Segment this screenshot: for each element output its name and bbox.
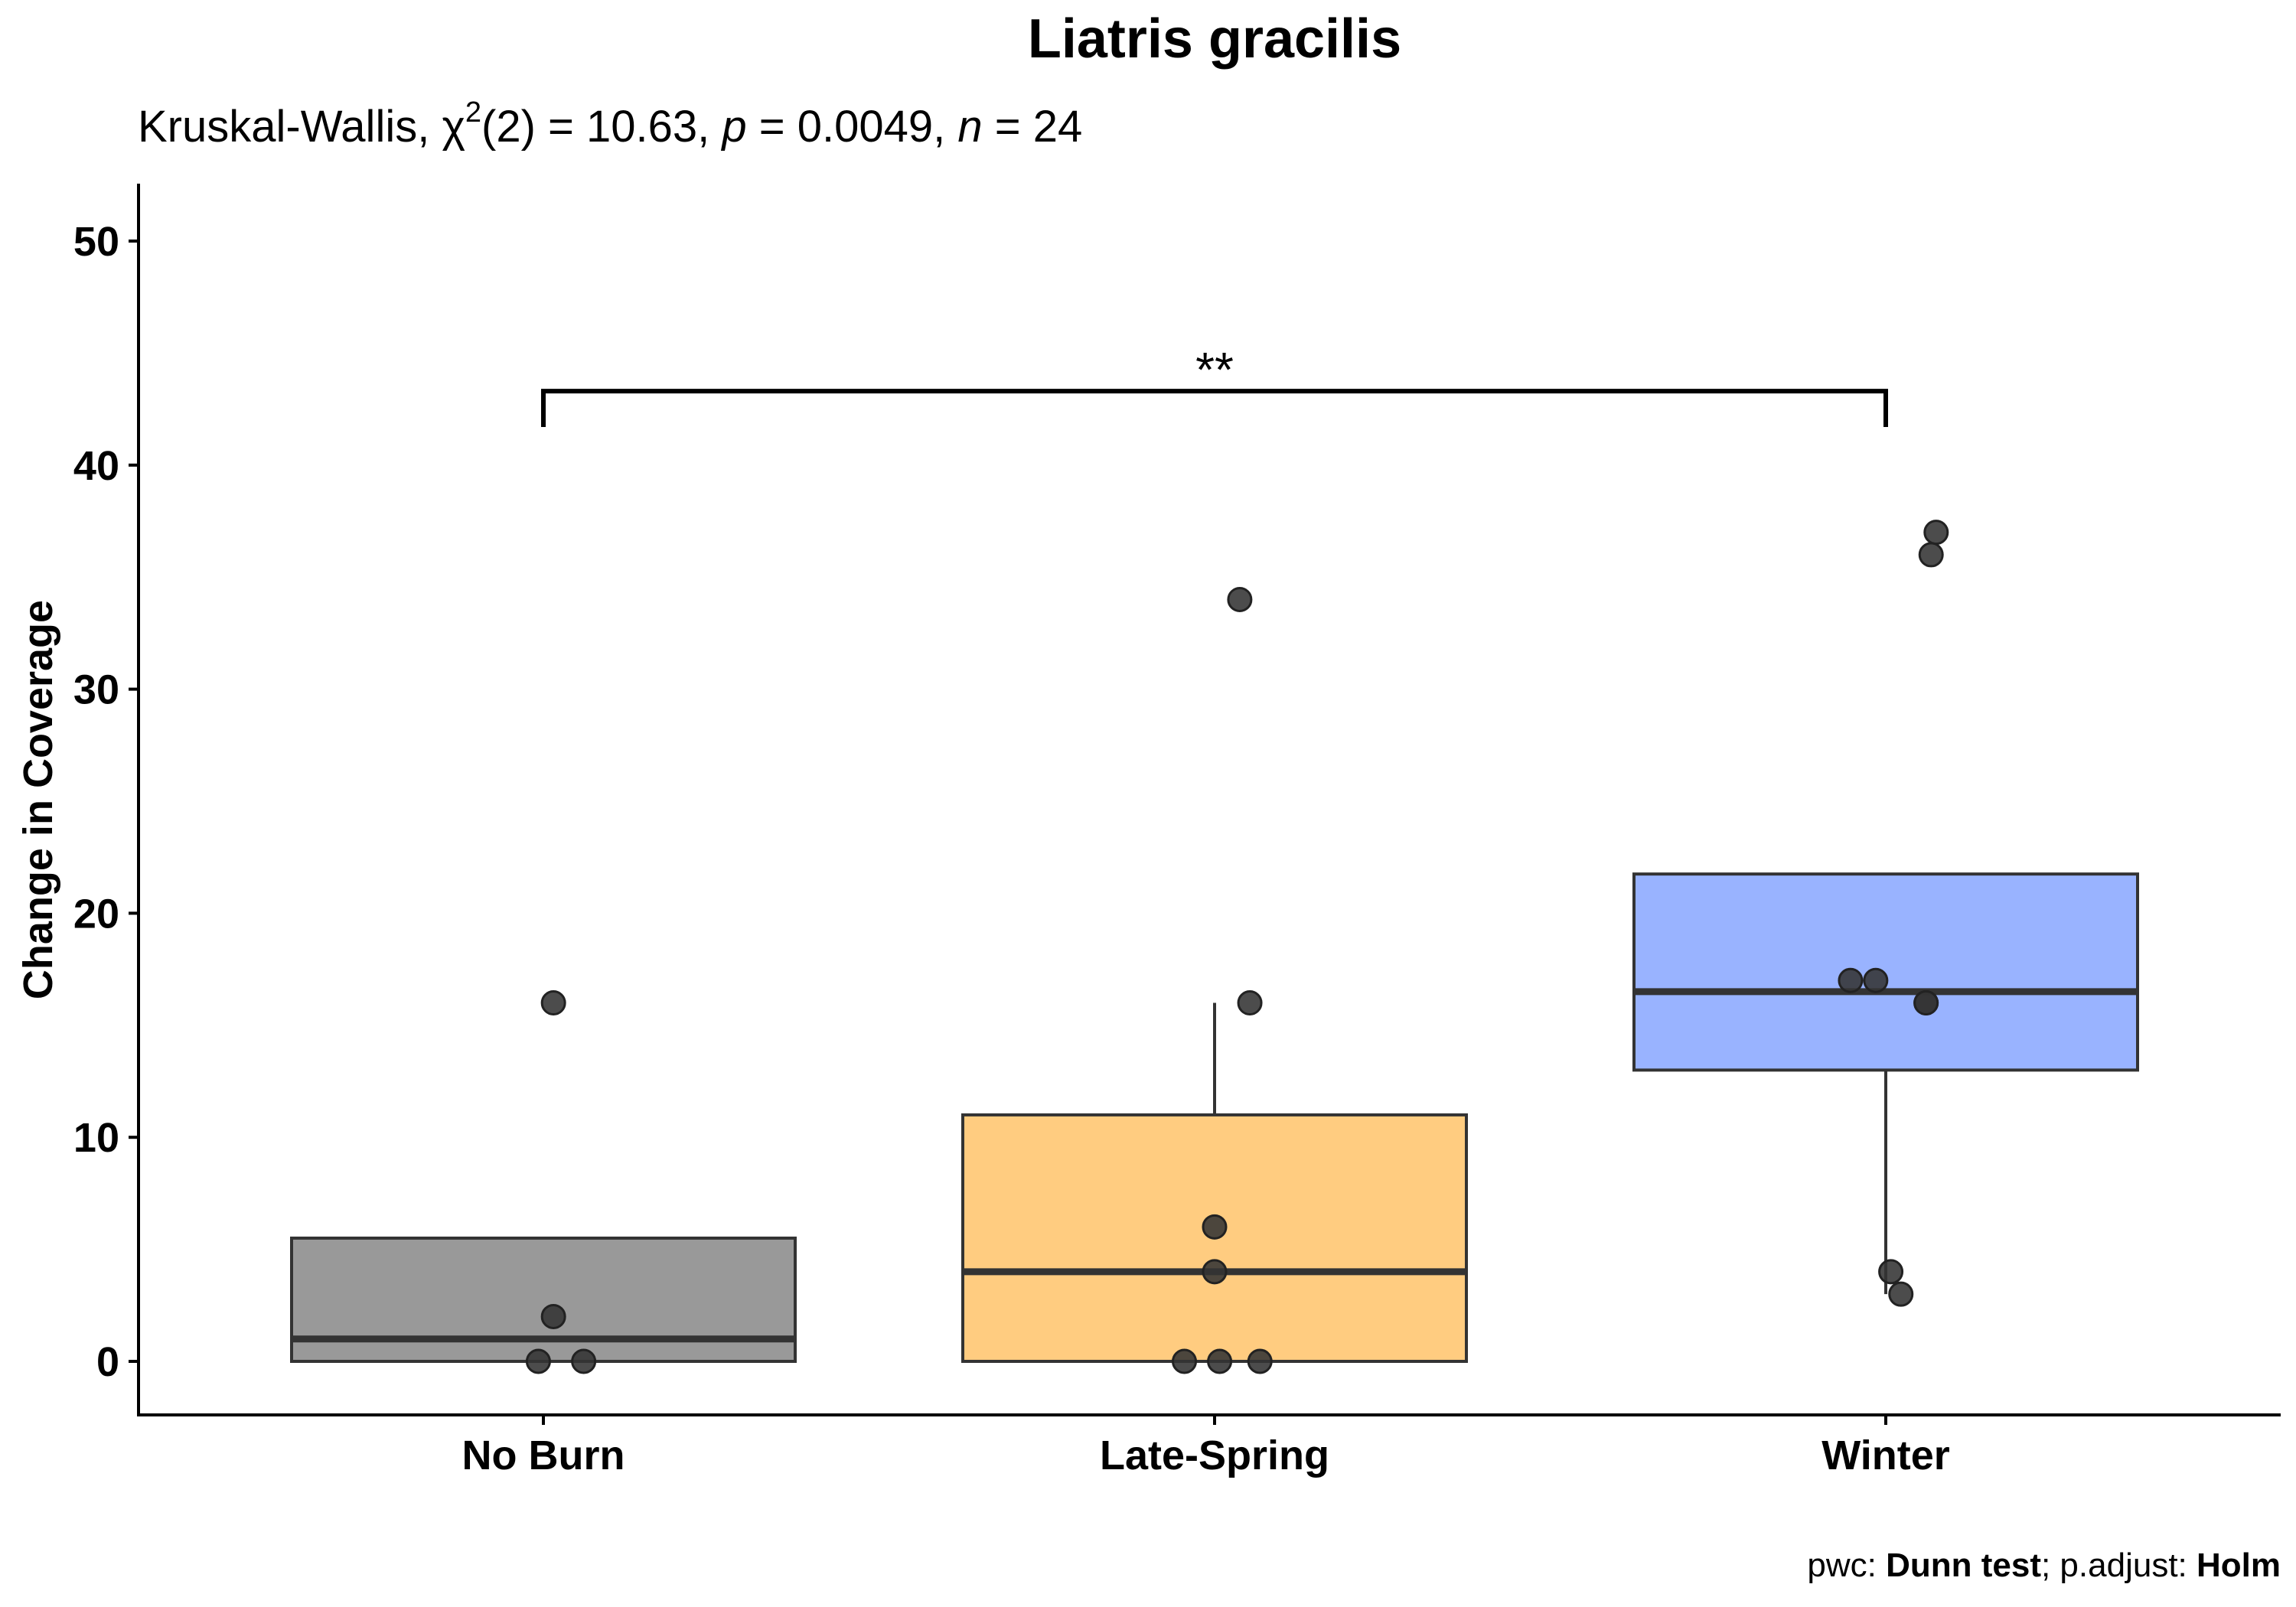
subtitle-p-value: = 0.0049, — [747, 102, 958, 152]
subtitle-prefix: Kruskal-Wallis, — [138, 102, 442, 152]
data-point — [1863, 967, 1889, 993]
x-tick-label: Late-Spring — [1100, 1433, 1329, 1478]
data-point — [1207, 1348, 1233, 1374]
boxplots — [290, 872, 2139, 1364]
caption-adjust-value: Holm — [2197, 1547, 2281, 1584]
data-points — [525, 520, 1949, 1374]
chart-subtitle: Kruskal-Wallis, χ2(2) = 10.63, p = 0.004… — [138, 96, 1082, 152]
x-tick-label: Winter — [1821, 1433, 1950, 1478]
boxplot-no-burn — [290, 1236, 797, 1363]
subtitle-chi-sup: 2 — [465, 96, 481, 129]
y-tick-label: 40 — [73, 443, 119, 489]
data-point — [1202, 1214, 1228, 1240]
data-point — [1172, 1348, 1198, 1374]
box — [1632, 872, 2139, 1072]
y-axis-ticks: 0 10 20 30 40 50 — [73, 219, 139, 1385]
data-point — [1202, 1259, 1228, 1285]
y-tick-label: 0 — [96, 1339, 119, 1385]
y-tick-label: 10 — [73, 1115, 119, 1161]
subtitle-df: (2) = 10.63, — [481, 102, 722, 152]
y-tick-label: 20 — [73, 891, 119, 937]
boxplot-winter — [1632, 872, 2139, 1295]
significance-label: ** — [1195, 342, 1234, 397]
caption-pwc-prefix: pwc: — [1807, 1547, 1886, 1584]
data-point — [1913, 990, 1939, 1016]
y-axis-title: Change in Coverage — [15, 600, 61, 999]
data-point — [525, 1348, 551, 1374]
data-point — [571, 1348, 597, 1374]
subtitle-chi: χ — [442, 102, 465, 152]
subtitle-p-symbol: p — [720, 102, 746, 152]
data-point — [540, 1303, 566, 1329]
boxplot-late-spring — [961, 1002, 1468, 1364]
data-point — [1227, 586, 1253, 612]
y-tick-label: 50 — [73, 219, 119, 265]
data-point — [1838, 967, 1864, 993]
significance-bracket — [541, 389, 1888, 428]
caption-sep: ; p.adjust: — [2041, 1547, 2197, 1584]
significance-brackets: ** — [541, 342, 1888, 428]
data-point — [540, 990, 566, 1016]
x-axis-ticks: No Burn Late-Spring Winter — [462, 1415, 1950, 1478]
subtitle-n-symbol: n — [957, 102, 982, 152]
x-tick-label: No Burn — [462, 1433, 625, 1478]
caption-pwc-value: Dunn test — [1886, 1547, 2041, 1584]
data-point — [1247, 1348, 1273, 1374]
chart-caption: pwc: Dunn test; p.adjust: Holm — [1807, 1547, 2281, 1584]
data-point — [1878, 1259, 1904, 1285]
subtitle-n-value: = 24 — [983, 102, 1083, 152]
y-tick-label: 30 — [73, 667, 119, 713]
chart-title: Liatris gracilis — [1028, 8, 1401, 70]
data-point — [1923, 520, 1949, 546]
box — [290, 1236, 797, 1363]
data-point — [1918, 542, 1944, 568]
data-point — [1237, 990, 1263, 1016]
data-point — [1888, 1281, 1914, 1307]
